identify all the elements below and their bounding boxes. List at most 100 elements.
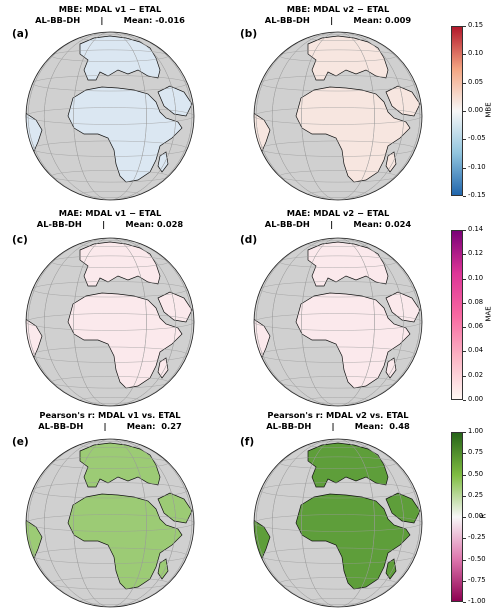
colorbar-tick-mark xyxy=(463,351,466,353)
colorbar-tick-label: 0.14 xyxy=(468,225,484,233)
europe-landmass xyxy=(307,35,389,81)
madagascar-landmass xyxy=(385,357,397,379)
panel-d: MAE: MDAL v2 − ETAL AL-BB-DH | Mean: 0.0… xyxy=(238,204,438,407)
colorbar-tick-mark xyxy=(463,474,466,476)
globe-outline xyxy=(25,31,195,201)
colorbar-tick-mark xyxy=(463,139,466,141)
panel-subtitle: AL-BB-DH | Mean: 0.028 xyxy=(36,219,184,229)
colorbar-tick-mark xyxy=(463,254,466,255)
colorbar-tick-label: -0.50 xyxy=(468,554,486,563)
panel-c: MAE: MDAL v1 − ETAL AL-BB-DH | Mean: 0.0… xyxy=(10,204,210,407)
colorbar-tick-mark xyxy=(463,517,466,518)
colorbar-tick-label: 0.75 xyxy=(468,448,484,457)
europe-landmass xyxy=(307,442,389,488)
colorbar-tick-mark xyxy=(463,54,466,56)
madagascar-landmass xyxy=(157,357,169,379)
panel-label: (e) xyxy=(12,436,29,448)
colorbar-tick-mark xyxy=(463,538,466,539)
colorbar-tick-label: 0.12 xyxy=(468,249,484,258)
colorbar-tick-mark xyxy=(463,453,466,454)
panel-subtitle: AL-BB-DH | Mean: 0.009 xyxy=(264,15,412,25)
colorbar-tick-mark xyxy=(463,495,466,497)
panel-label: (c) xyxy=(12,234,28,246)
colorbar-tick-mark xyxy=(463,302,466,304)
colorbar-tick-mark xyxy=(463,580,466,582)
panel-e: Pearson's r: MDAL v1 vs. ETAL AL-BB-DH |… xyxy=(10,406,210,608)
globe-map-r-v2 xyxy=(253,438,423,608)
colorbar-tick-label: 0.05 xyxy=(468,77,484,86)
madagascar-landmass xyxy=(157,558,169,580)
panel-subtitle: AL-BB-DH | Mean: 0.024 xyxy=(264,219,412,229)
madagascar-landmass xyxy=(385,151,397,173)
colorbar-tick-mark xyxy=(463,230,466,231)
greenland-landmass xyxy=(265,33,289,49)
colorbar-tick-mark xyxy=(463,400,466,401)
colorbar-tick-label: -0.05 xyxy=(468,134,486,143)
colorbar-tick-mark xyxy=(463,111,466,112)
panel-label: (f) xyxy=(240,436,255,448)
panel-a: MBE: MDAL v1 − ETAL AL-BB-DH | Mean: -0.… xyxy=(10,0,210,201)
globe-outline xyxy=(253,31,423,201)
globe-map-mbe-v2 xyxy=(253,31,423,201)
europe-landmass xyxy=(307,241,389,287)
colorbar-mbe: 0.15 0.10 0.05 0.00 -0.05 -0.10 -0.15 MBE xyxy=(451,21,493,199)
colorbar-r: 1.00 0.75 0.50 0.25 0.00 -0.25 -0.50 -0.75 -1.00… xyxy=(451,427,487,605)
globe-map-mae-v1 xyxy=(25,237,195,407)
panel-b: MBE: MDAL v2 − ETAL AL-BB-DH | Mean: 0.0… xyxy=(238,0,438,201)
colorbar-tick-mark xyxy=(463,167,466,169)
greenland-landmass xyxy=(37,33,61,49)
colorbar-tick-label: -0.10 xyxy=(468,162,486,171)
panel-title: MBE: MDAL v1 − ETAL xyxy=(58,4,162,14)
colorbar-tick-label: 1.00 xyxy=(468,427,484,435)
colorbar-tick-mark xyxy=(463,327,466,328)
panel-f: Pearson's r: MDAL v2 vs. ETAL AL-BB-DH |… xyxy=(238,406,438,608)
colorbar-tick-mark xyxy=(463,432,466,433)
panel-title: MBE: MDAL v2 − ETAL xyxy=(286,4,390,14)
colorbar-tick-label: 0.10 xyxy=(468,49,484,58)
colorbar-gradient xyxy=(451,26,463,196)
colorbar-gradient xyxy=(451,432,463,602)
colorbar-tick-label: 0.06 xyxy=(468,322,484,331)
madagascar-landmass xyxy=(385,558,397,580)
colorbar-tick-label: 0.15 xyxy=(468,21,484,29)
greenland-landmass xyxy=(37,440,61,456)
panel-title: Pearson's r: MDAL v1 vs. ETAL xyxy=(39,410,181,420)
colorbar-tick-label: -1.00 xyxy=(468,597,486,605)
colorbar-tick-mark xyxy=(463,375,466,377)
panel-subtitle: AL-BB-DH | Mean: 0.27 xyxy=(38,421,182,431)
panel-subtitle: AL-BB-DH | Mean: -0.016 xyxy=(35,15,185,25)
europe-landmass xyxy=(79,241,161,287)
colorbar-tick-label: -0.25 xyxy=(468,533,486,542)
greenland-landmass xyxy=(37,239,61,255)
colorbar-tick-label: 0.50 xyxy=(468,469,484,478)
panel-title: MAE: MDAL v1 − ETAL xyxy=(58,208,162,218)
globe-map-mae-v2 xyxy=(253,237,423,407)
colorbar-tick-mark xyxy=(463,26,466,27)
globe-outline xyxy=(253,237,423,407)
colorbar-tick-label: 0.00 xyxy=(468,512,484,520)
globe-map-r-v1 xyxy=(25,438,195,608)
colorbar-label: R xyxy=(479,513,488,519)
panel-title: Pearson's r: MDAL v2 vs. ETAL xyxy=(267,410,409,420)
globe-outline xyxy=(25,438,195,608)
colorbar-tick-label: 0.10 xyxy=(468,273,484,282)
colorbar-gradient xyxy=(451,230,463,400)
colorbar-tick-label: 0.00 xyxy=(468,106,484,114)
panel-title: MAE: MDAL v2 − ETAL xyxy=(286,208,390,218)
colorbar-tick-mark xyxy=(463,559,466,561)
colorbar-label: MBE xyxy=(484,102,493,118)
greenland-landmass xyxy=(265,239,289,255)
panel-subtitle: AL-BB-DH | Mean: 0.48 xyxy=(266,421,410,431)
colorbar-tick-label: 0.08 xyxy=(468,297,484,306)
colorbar-tick-mark xyxy=(463,278,466,280)
panel-label: (d) xyxy=(240,234,258,246)
colorbar-tick-label: 0.00 xyxy=(468,395,484,403)
colorbar-tick-label: -0.75 xyxy=(468,575,486,584)
greenland-landmass xyxy=(265,440,289,456)
colorbar-tick-label: 0.04 xyxy=(468,346,484,355)
globe-map-mbe-v1 xyxy=(25,31,195,201)
colorbar-mae: 0.14 0.12 0.10 0.08 0.06 0.04 0.02 0.00 MAE xyxy=(451,225,493,403)
colorbar-tick-mark xyxy=(463,196,466,197)
europe-landmass xyxy=(79,35,161,81)
colorbar-tick-mark xyxy=(463,602,466,603)
